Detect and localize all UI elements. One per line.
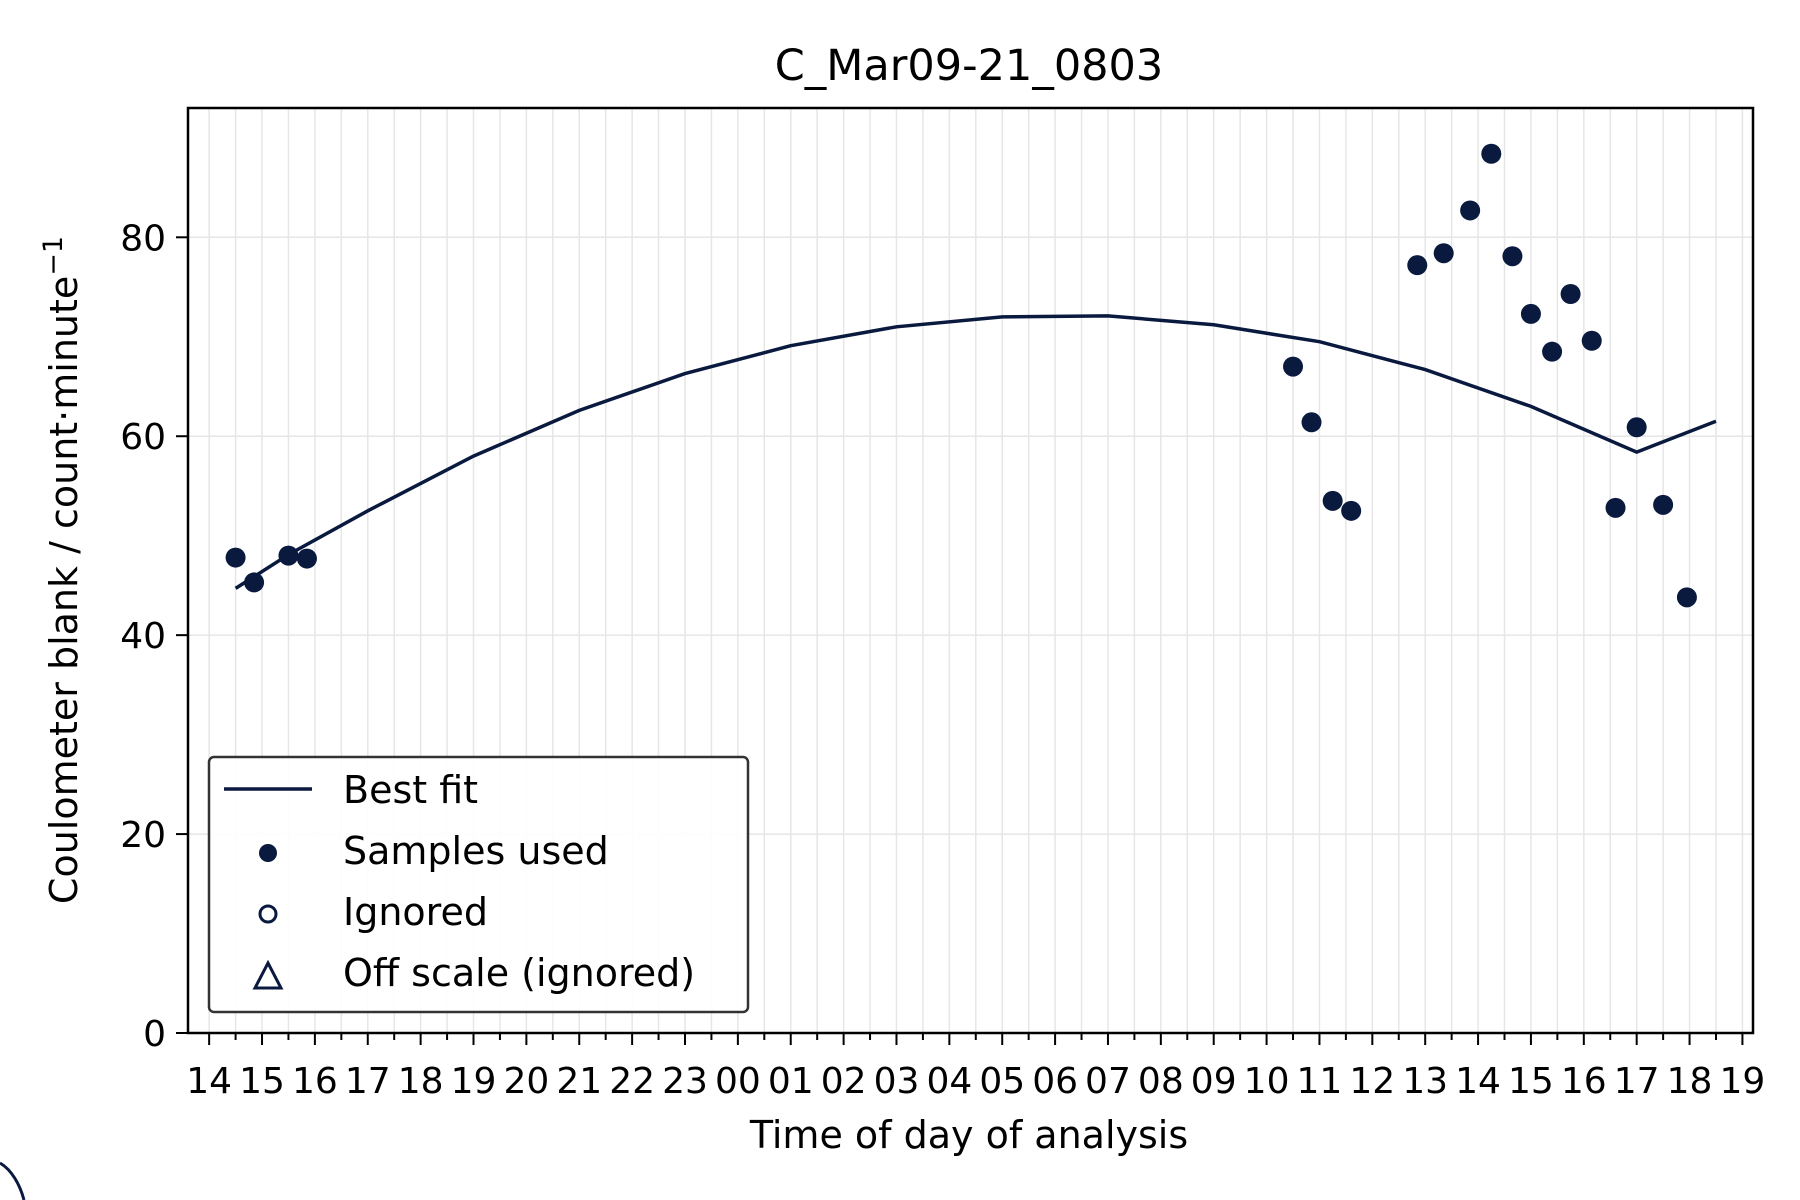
legend-label-ignored: Ignored bbox=[343, 890, 488, 934]
sample-point bbox=[1605, 497, 1626, 518]
sample-point bbox=[1653, 494, 1674, 515]
x-tick-label: 15 bbox=[1508, 1061, 1554, 1102]
x-tick-label: 04 bbox=[926, 1061, 972, 1102]
x-axis-label: Time of day of analysis bbox=[749, 1113, 1188, 1157]
sample-point bbox=[1407, 255, 1428, 276]
x-tick-label: 19 bbox=[451, 1061, 497, 1102]
x-tick-label: 17 bbox=[1614, 1061, 1660, 1102]
sample-points bbox=[225, 143, 1697, 608]
legend-label-off-scale: Off scale (ignored) bbox=[343, 951, 695, 995]
sample-point bbox=[296, 548, 317, 569]
x-tick-label: 07 bbox=[1085, 1061, 1131, 1102]
x-tick-label: 18 bbox=[398, 1061, 444, 1102]
y-tick-label: 0 bbox=[143, 1014, 166, 1055]
x-tick-label: 22 bbox=[609, 1061, 655, 1102]
legend-label-best-fit: Best fit bbox=[343, 768, 478, 812]
sample-point bbox=[1581, 330, 1602, 351]
sample-point bbox=[244, 572, 265, 593]
sample-point bbox=[225, 547, 246, 568]
x-tick-label: 03 bbox=[874, 1061, 920, 1102]
x-tick-label: 01 bbox=[768, 1061, 814, 1102]
legend-filled-circle-swatch bbox=[259, 844, 277, 862]
legend-open-circle-swatch bbox=[258, 904, 278, 924]
y-axis-label-main: Coulometer blank / count·minute bbox=[42, 276, 86, 904]
y-axis-ticks: 0 20 40 60 80 bbox=[120, 218, 188, 1055]
plot-area-frame bbox=[186, 106, 1755, 1035]
sample-point bbox=[1626, 417, 1647, 438]
sample-point bbox=[1676, 587, 1697, 608]
legend-label-samples-used: Samples used bbox=[343, 829, 609, 873]
sample-point bbox=[1322, 490, 1343, 511]
x-tick-label: 21 bbox=[556, 1061, 602, 1102]
x-tick-label: 10 bbox=[1244, 1061, 1290, 1102]
x-tick-label: 08 bbox=[1138, 1061, 1184, 1102]
y-tick-label: 40 bbox=[120, 616, 166, 657]
corner-arc-decoration bbox=[0, 1161, 26, 1200]
x-tick-label: 06 bbox=[1032, 1061, 1078, 1102]
x-tick-label: 16 bbox=[1561, 1061, 1607, 1102]
x-tick-label: 18 bbox=[1667, 1061, 1713, 1102]
x-tick-label: 00 bbox=[715, 1061, 761, 1102]
legend-open-triangle-swatch bbox=[252, 959, 284, 990]
x-tick-label: 02 bbox=[821, 1061, 867, 1102]
x-tick-label: 16 bbox=[292, 1061, 338, 1102]
x-tick-label: 23 bbox=[662, 1061, 708, 1102]
x-tick-label: 05 bbox=[979, 1061, 1025, 1102]
y-axis-label: Coulometer blank / count·minute−1 bbox=[38, 236, 86, 904]
y-tick-label: 20 bbox=[120, 815, 166, 856]
y-axis-label-exponent: −1 bbox=[38, 236, 69, 276]
x-tick-label: 13 bbox=[1402, 1061, 1448, 1102]
x-tick-label: 12 bbox=[1349, 1061, 1395, 1102]
sample-point bbox=[1542, 341, 1563, 362]
x-tick-label: 09 bbox=[1191, 1061, 1237, 1102]
x-tick-label: 15 bbox=[239, 1061, 285, 1102]
legend: Best fit Samples used Ignored Off scale … bbox=[207, 755, 750, 1014]
x-axis-ticks: 14 15 16 17 18 19 20 21 22 23 00 01 02 03 04 05 06 07 08 09… bbox=[186, 1033, 1765, 1102]
sample-point bbox=[1433, 243, 1454, 264]
y-tick-label: 80 bbox=[120, 218, 166, 259]
chart-title: C_Mar09-21_0803 bbox=[775, 41, 1164, 91]
sample-point bbox=[1520, 303, 1541, 324]
sample-point bbox=[1341, 500, 1362, 521]
sample-point bbox=[278, 545, 299, 566]
best-fit-line bbox=[234, 314, 1717, 590]
sample-point bbox=[1283, 356, 1304, 377]
sample-point bbox=[1560, 283, 1581, 304]
sample-point bbox=[1460, 200, 1481, 221]
sample-point bbox=[1301, 412, 1322, 433]
legend-box bbox=[207, 755, 750, 1014]
sample-point bbox=[1481, 143, 1502, 164]
x-tick-label: 20 bbox=[503, 1061, 549, 1102]
y-tick-label: 60 bbox=[120, 417, 166, 458]
x-tick-label: 19 bbox=[1720, 1061, 1766, 1102]
x-tick-label: 11 bbox=[1297, 1061, 1343, 1102]
x-tick-label: 14 bbox=[1455, 1061, 1501, 1102]
x-tick-label: 14 bbox=[186, 1061, 232, 1102]
sample-point bbox=[1502, 246, 1523, 267]
x-tick-label: 17 bbox=[345, 1061, 391, 1102]
